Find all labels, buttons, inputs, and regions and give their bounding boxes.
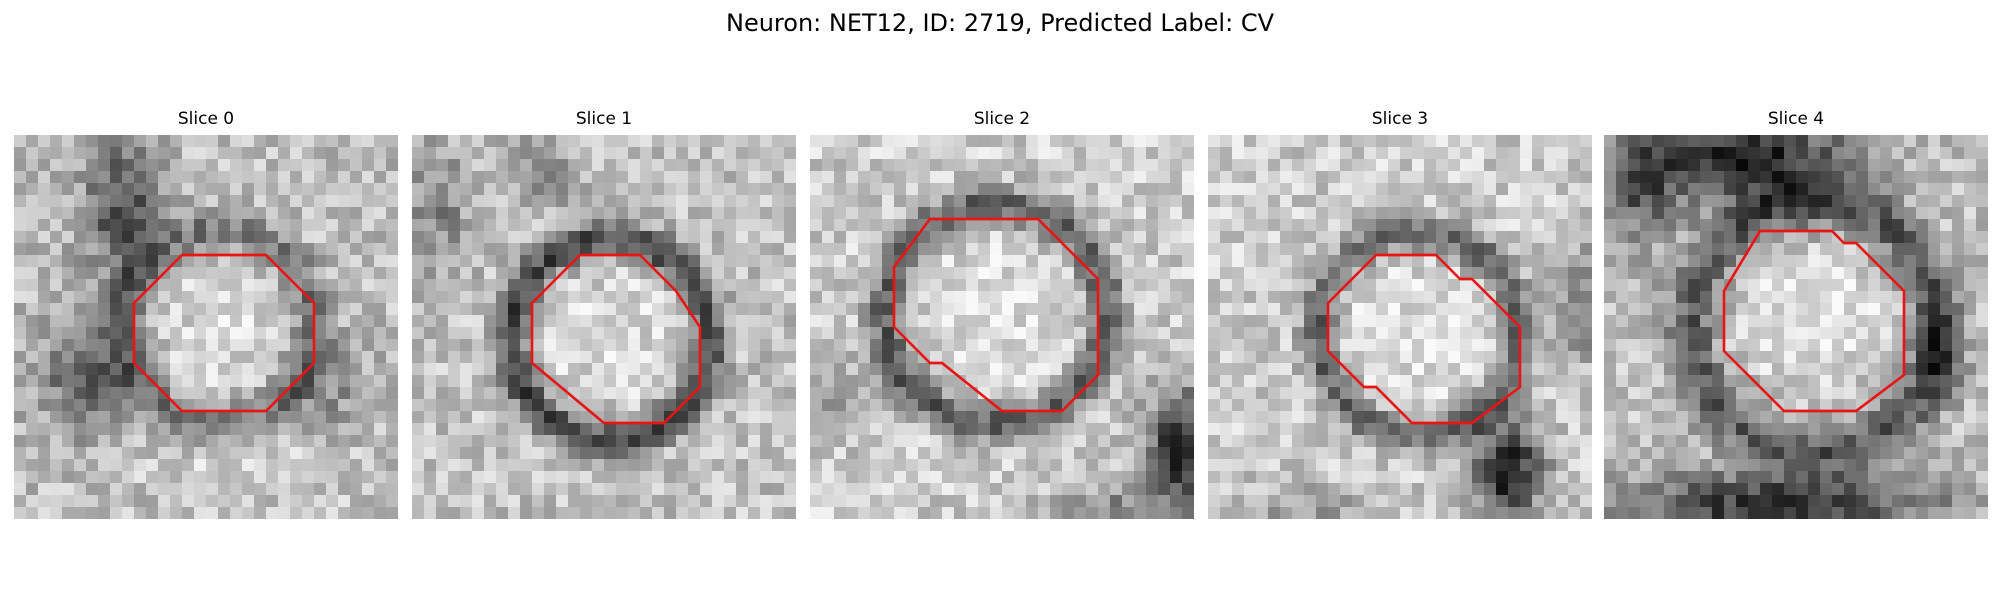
slice-image-2 xyxy=(810,135,1194,519)
roi-contour xyxy=(1326,253,1522,425)
roi-contour xyxy=(1722,229,1906,413)
slice-image-0 xyxy=(14,135,398,519)
roi-contour xyxy=(892,217,1100,413)
slice-image-4 xyxy=(1604,135,1988,519)
slice-image-1 xyxy=(412,135,796,519)
slice-title-2: Slice 2 xyxy=(973,109,1031,129)
slice-title-4: Slice 4 xyxy=(1767,109,1825,129)
slice-image-3 xyxy=(1208,135,1592,519)
slice-title-0: Slice 0 xyxy=(177,109,235,129)
roi-contour xyxy=(530,253,702,425)
roi-contour xyxy=(132,253,316,413)
figure-title: Neuron: NET12, ID: 2719, Predicted Label… xyxy=(726,9,1274,37)
slice-title-1: Slice 1 xyxy=(575,109,633,129)
slice-title-3: Slice 3 xyxy=(1371,109,1429,129)
